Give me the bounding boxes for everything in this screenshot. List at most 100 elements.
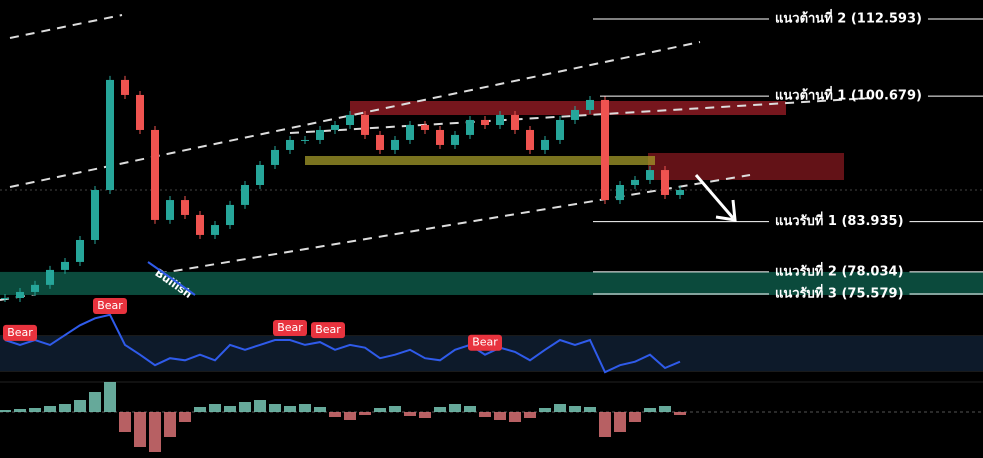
histogram-bar: [44, 406, 56, 412]
level-label: แนวรับที่ 1 (83.935): [775, 211, 904, 229]
histogram-bar: [59, 404, 71, 412]
candle: [496, 114, 504, 126]
candle: [151, 129, 159, 220]
candle: [631, 179, 639, 186]
signal-label: Bear: [472, 336, 498, 349]
histogram-bar: [194, 407, 206, 412]
level-label: แนวรับที่ 3 (75.579): [775, 283, 904, 301]
histogram-bar: [239, 402, 251, 412]
histogram-bar: [659, 406, 671, 412]
level-label: แนวรับที่ 2 (78.034): [775, 261, 904, 279]
signal-label: Bear: [315, 323, 341, 336]
histogram-bar: [479, 412, 491, 417]
candle: [391, 139, 399, 150]
candle: [211, 225, 219, 235]
candle: [181, 200, 189, 215]
candle: [361, 114, 369, 135]
histogram-bar: [644, 408, 656, 412]
candle: [1, 297, 9, 299]
arrow: [694, 174, 737, 222]
histogram-bar: [89, 392, 101, 412]
candle: [226, 204, 234, 226]
candle: [541, 139, 549, 150]
candle: [16, 291, 24, 298]
histogram-bar: [344, 412, 356, 420]
candle: [61, 261, 69, 270]
candle: [616, 185, 624, 201]
candle: [676, 190, 684, 195]
histogram-bar: [404, 412, 416, 416]
channel-line: [289, 97, 871, 134]
pivot-zone: [305, 156, 655, 165]
histogram-bar: [74, 400, 86, 412]
histogram-bar: [149, 412, 161, 452]
histogram-bar: [614, 412, 626, 432]
histogram-bar: [524, 412, 536, 418]
signal-label: Bear: [277, 321, 303, 334]
histogram-bar: [134, 412, 146, 447]
candle: [526, 129, 534, 150]
histogram-bar: [269, 404, 281, 412]
channel-line: [9, 41, 701, 188]
resistance-zone: [350, 101, 786, 115]
signal-tag: [311, 322, 345, 339]
candle: [376, 134, 384, 150]
candle: [511, 114, 519, 130]
candle: [286, 139, 294, 150]
histogram-bar: [254, 400, 266, 412]
histogram-bar: [224, 406, 236, 412]
candle: [601, 99, 609, 201]
candle: [241, 185, 249, 205]
candle: [31, 284, 39, 292]
level-label: แนวต้านที่ 1 (100.679): [775, 86, 922, 104]
histogram-bar: [449, 404, 461, 412]
histogram-bar: [104, 382, 116, 412]
histogram-bar: [119, 412, 131, 432]
candle: [196, 214, 204, 235]
candle: [451, 134, 459, 145]
candle: [46, 269, 54, 285]
histogram-bar: [569, 406, 581, 412]
histogram-bar: [434, 407, 446, 412]
candle: [571, 109, 579, 120]
candle: [316, 129, 324, 140]
candle: [91, 190, 99, 240]
histogram-bar: [419, 412, 431, 418]
histogram-bar: [584, 407, 596, 412]
histogram-bar: [29, 408, 41, 412]
histogram-bar: [284, 406, 296, 412]
signal-tag: [468, 334, 502, 351]
candle: [136, 94, 144, 130]
histogram-bar: [359, 412, 371, 415]
histogram-bar: [0, 410, 11, 412]
candle: [466, 119, 474, 135]
candle: [346, 114, 354, 126]
candle: [301, 139, 309, 141]
candle: [331, 125, 339, 130]
candle: [661, 170, 669, 195]
histogram-bar: [299, 404, 311, 412]
candle: [106, 79, 114, 191]
support-zone: [0, 271, 983, 295]
candle: [436, 129, 444, 145]
candle: [421, 125, 429, 130]
candle: [481, 119, 489, 126]
candle: [646, 170, 654, 180]
histogram-bar: [539, 408, 551, 412]
histogram-bar: [209, 404, 221, 412]
candle: [166, 200, 174, 220]
signal-label: Bear: [7, 326, 33, 339]
channel-lines: [0, 14, 871, 301]
level-label: แนวต้านที่ 2 (112.593): [775, 8, 922, 26]
candle: [76, 239, 84, 262]
signal-tag: [3, 324, 37, 341]
histogram-bar: [179, 412, 191, 422]
candle: [121, 79, 129, 95]
channel-line: [9, 14, 123, 39]
histogram-bar: [629, 412, 641, 422]
candle: [556, 119, 564, 140]
oscillator-line: [4, 313, 681, 374]
signal-tag: [93, 298, 127, 314]
